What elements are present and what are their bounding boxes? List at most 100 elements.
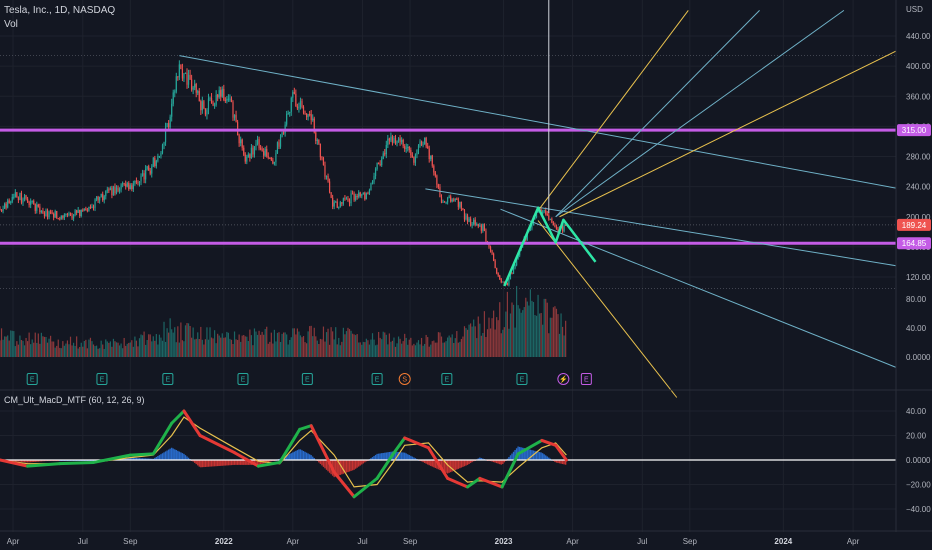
volume-bar: [428, 346, 430, 357]
event-marker-label: S: [402, 377, 407, 384]
volume-bar: [108, 342, 110, 357]
volume-bar: [264, 329, 266, 357]
earnings-marker[interactable]: [96, 373, 108, 385]
event-marker[interactable]: [398, 373, 411, 385]
candle-body: [462, 208, 464, 210]
event-marker-label: E: [375, 377, 380, 384]
macd-histogram-bar: [175, 450, 177, 460]
volume-bar: [275, 341, 277, 357]
indicator-title[interactable]: CM_Ult_MacD_MTF (60, 12, 26, 9): [4, 395, 145, 405]
macd-histogram-bar: [307, 453, 309, 460]
earnings-marker[interactable]: [441, 373, 453, 385]
trend-line[interactable]: [179, 55, 897, 189]
volume-bar: [66, 340, 69, 357]
candle-body: [278, 142, 280, 147]
macd-histogram-bar: [301, 450, 303, 460]
candle-body: [54, 211, 56, 218]
drawn-lines[interactable]: [0, 0, 897, 398]
candle-body: [210, 98, 213, 103]
volume-bar: [10, 330, 12, 357]
price-tag[interactable]: [897, 218, 931, 231]
candle-body: [112, 186, 115, 196]
symbol-title[interactable]: Tesla, Inc., 1D, NASDAQ: [4, 5, 116, 16]
candle-body: [287, 113, 289, 115]
candle-body: [397, 138, 400, 141]
volume-bar: [85, 339, 87, 357]
macd-histogram-bar: [34, 460, 36, 462]
candle-body: [155, 160, 157, 167]
volume-bar: [305, 343, 308, 357]
candle-body: [102, 193, 104, 201]
x-tick-label: Jul: [78, 537, 88, 546]
macd-histogram-bar: [285, 455, 288, 460]
fan-line[interactable]: [537, 220, 678, 398]
fan-line[interactable]: [537, 10, 689, 212]
candle-body: [506, 283, 509, 285]
volume-bar: [22, 340, 24, 357]
fan-line[interactable]: [559, 50, 897, 218]
trend-line[interactable]: [425, 188, 897, 267]
trend-line[interactable]: [500, 208, 897, 368]
volume-bar: [512, 304, 515, 357]
volume-bar: [344, 334, 346, 357]
fan-line[interactable]: [555, 10, 760, 218]
volume-bar: [42, 336, 44, 357]
macd-histogram-bar: [353, 460, 355, 470]
candle-body: [511, 273, 513, 275]
event-markers[interactable]: E E E E E E S E E ⚡ E: [26, 373, 592, 385]
volume-bar: [497, 320, 499, 357]
volume-bar: [266, 326, 268, 357]
earnings-marker[interactable]: [516, 373, 528, 385]
macd-histogram-bar: [393, 451, 395, 460]
candle-body: [459, 201, 461, 207]
candle-body: [114, 186, 116, 194]
candle-body: [163, 142, 165, 145]
macd-histogram-bar: [361, 460, 363, 465]
volume-bar: [111, 346, 113, 357]
macd-histogram-bar: [492, 460, 495, 463]
macd-histogram-bar: [218, 460, 220, 466]
candle-body: [13, 196, 15, 198]
volume-bar: [122, 348, 124, 357]
candle-body: [269, 157, 271, 159]
volume-bar: [23, 345, 26, 357]
candle-body: [482, 223, 484, 231]
earnings-marker[interactable]: [26, 373, 38, 385]
volume-tick-label: 80.00: [906, 295, 927, 304]
volume-bar: [391, 340, 394, 357]
macd-histogram-bar: [537, 451, 539, 460]
earnings-marker[interactable]: [162, 373, 174, 385]
earnings-marker[interactable]: [580, 373, 592, 385]
earnings-marker[interactable]: [237, 373, 249, 385]
volume-bar: [333, 339, 335, 357]
fan-line[interactable]: [555, 9, 845, 218]
candle-body: [240, 139, 242, 144]
macd-histogram-bar: [402, 452, 404, 460]
candle-body: [554, 224, 556, 227]
macd-line-segment: [309, 424, 336, 474]
candle-body: [206, 109, 208, 115]
event-marker[interactable]: [557, 373, 570, 385]
volume-bar: [425, 334, 427, 357]
candle-body: [351, 193, 354, 195]
candle-body: [10, 201, 12, 203]
volume-bar: [229, 338, 231, 357]
price-tag[interactable]: [897, 237, 931, 250]
macd-histogram-bar: [540, 452, 542, 460]
candle-body: [379, 164, 381, 166]
candle-body: [39, 206, 41, 213]
price-tag[interactable]: [897, 124, 931, 137]
earnings-marker[interactable]: [301, 373, 313, 385]
volume-bar: [99, 348, 101, 357]
volume-bar: [374, 345, 377, 357]
projection-path[interactable]: [503, 206, 597, 287]
candle-body: [247, 154, 249, 158]
x-tick-label: 2023: [495, 537, 513, 546]
volume-bar: [232, 344, 234, 357]
volume-bar: [152, 336, 154, 357]
candle-body: [141, 173, 144, 176]
candle-body: [442, 201, 444, 203]
earnings-marker[interactable]: [371, 373, 383, 385]
volume-bar: [397, 336, 400, 357]
